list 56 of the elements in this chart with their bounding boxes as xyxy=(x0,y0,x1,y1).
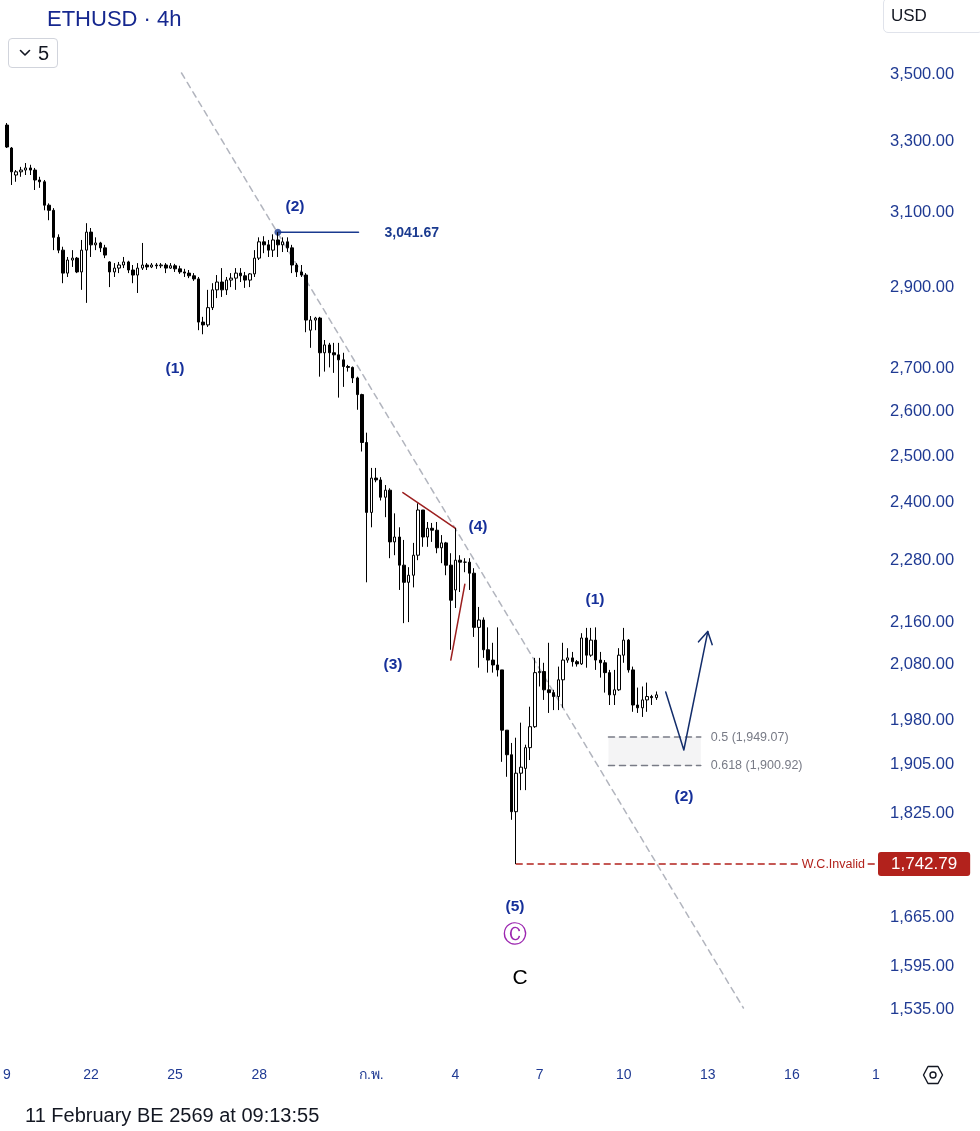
y-axis-title: USD xyxy=(891,6,927,26)
currency-selector: USD xyxy=(883,0,980,33)
series-label: 0.618 (1,900.92) xyxy=(710,758,803,773)
x-tick-label: 13 xyxy=(700,1066,716,1082)
candlestick xyxy=(108,260,111,288)
annotation: C xyxy=(512,964,528,988)
dropdown-button: 5 xyxy=(8,38,58,68)
y-tick-label: 1,595.00 xyxy=(890,955,955,974)
candlestick xyxy=(33,167,37,191)
y-tick-label: 2,600.00 xyxy=(890,401,955,420)
series-label: W.C.Invalid xyxy=(801,856,866,871)
y-tick-label: 2,900.00 xyxy=(890,277,955,296)
candlestick xyxy=(103,244,107,259)
y-tick-label: 1,535.00 xyxy=(890,999,955,1017)
y-tick-label: 3,300.00 xyxy=(890,130,955,149)
y-tick-label: 1,905.00 xyxy=(890,754,955,773)
annotation: (2) xyxy=(674,786,694,804)
annotation: (4) xyxy=(468,516,488,534)
text: 11 February BE 2569 at 09:13:55 xyxy=(25,1103,320,1127)
y-tick-label: 2,160.00 xyxy=(890,611,955,630)
annotation: (1) xyxy=(165,358,185,376)
x-tick-label: 4 xyxy=(451,1066,460,1082)
data-label: 1,742.79 xyxy=(891,854,958,874)
y-tick-label: 1,825.00 xyxy=(890,802,955,821)
candlestick xyxy=(561,642,565,709)
y-tick-label: 2,700.00 xyxy=(890,358,955,377)
candlestick xyxy=(388,487,392,559)
candlestick xyxy=(645,682,649,713)
y-tick-label: 1,665.00 xyxy=(890,906,955,925)
x-tick-label: 7 xyxy=(535,1066,544,1082)
annotation: (1) xyxy=(585,589,605,607)
series-label: 0.5 (1,949.07) xyxy=(710,730,789,745)
y-tick-label: 2,280.00 xyxy=(890,550,955,569)
annotation: (5) xyxy=(505,896,525,914)
y-tick-label: 2,080.00 xyxy=(890,654,955,673)
chart-title: ETHUSD · 4h xyxy=(47,5,182,31)
x-tick-label: 16 xyxy=(784,1066,800,1082)
x-tick-label: ก.พ. xyxy=(358,1066,384,1082)
annotation: Ⓒ xyxy=(503,919,527,947)
x-tick-label: 28 xyxy=(251,1066,268,1082)
y-tick-label: 3,500.00 xyxy=(890,64,955,82)
y-tick-label: 2,400.00 xyxy=(890,492,955,510)
annotation: (2) xyxy=(285,196,305,214)
candlestick xyxy=(655,690,658,701)
candlestick xyxy=(318,316,322,378)
annotation: (3) xyxy=(383,654,403,672)
y-tick-label: 3,100.00 xyxy=(890,201,955,220)
x-tick-label: 25 xyxy=(167,1066,184,1082)
x-tick-label: 10 xyxy=(615,1066,632,1082)
x-tick-label: 1 xyxy=(872,1066,881,1082)
candlestick xyxy=(117,261,121,274)
x-tick-label: 9 xyxy=(2,1066,11,1082)
x-tick-label: 22 xyxy=(83,1066,99,1082)
y-tick-label: 1,980.00 xyxy=(890,710,955,729)
y-tick-label: 2,500.00 xyxy=(890,445,955,464)
data-label: 3,041.67 xyxy=(384,224,440,241)
